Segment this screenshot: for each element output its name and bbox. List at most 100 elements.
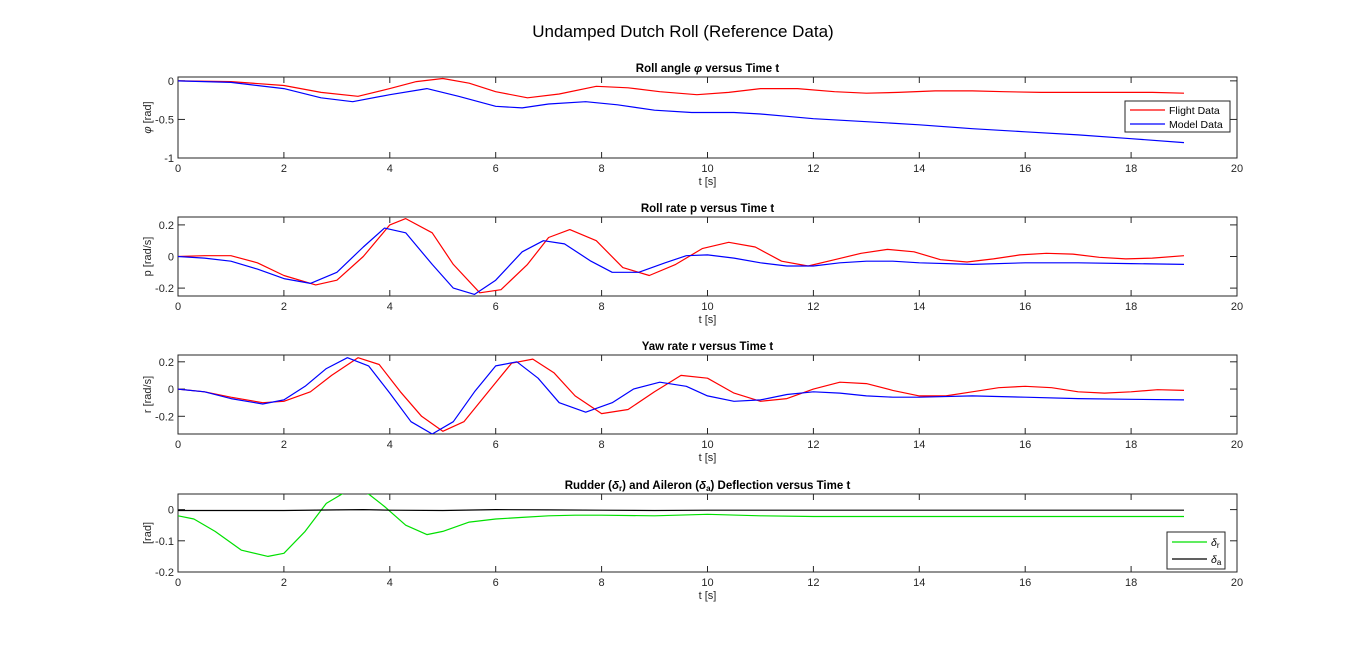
series-line-2 [178, 227, 1185, 295]
legend-entry: Flight Data [1169, 105, 1220, 117]
y-tick-label: -1 [164, 153, 174, 165]
legend-box [1124, 100, 1231, 133]
x-tick-label: 2 [281, 163, 287, 175]
x-axis-label: t [s] [699, 314, 717, 326]
subplot-title: Yaw rate r versus Time t [642, 341, 774, 353]
x-tick-label: 8 [599, 439, 605, 451]
x-tick-label: 0 [175, 163, 181, 175]
x-tick-label: 12 [807, 439, 819, 451]
x-tick-label: 12 [807, 577, 819, 589]
plot-area [177, 354, 1238, 435]
x-tick-label: 16 [1019, 163, 1031, 175]
x-tick-label: 6 [493, 301, 499, 313]
y-axis-label: p [rad/s] [142, 237, 154, 277]
legend-entry: δa [1211, 554, 1222, 567]
x-tick-label: 10 [701, 439, 713, 451]
y-axis-label: r [rad/s] [142, 376, 154, 413]
y-tick-label: -0.1 [155, 536, 174, 548]
x-tick-label: 18 [1125, 577, 1137, 589]
text-part: δ [699, 480, 707, 492]
x-tick-label: 14 [913, 439, 925, 451]
x-tick-label: 14 [913, 301, 925, 313]
x-tick-label: 10 [701, 301, 713, 313]
text-part: φ [142, 126, 154, 133]
series-line-2 [178, 80, 1185, 144]
x-tick-label: 0 [175, 439, 181, 451]
y-tick-label: -0.2 [155, 567, 174, 579]
x-tick-label: 20 [1231, 439, 1243, 451]
text-part: a [706, 484, 711, 493]
text-part: Rudder ( [565, 480, 612, 492]
y-axis-label: [rad] [142, 522, 154, 544]
x-tick-label: 20 [1231, 577, 1243, 589]
text-part: Yaw rate r versus Time t [642, 341, 774, 353]
subplot-title: Roll rate p versus Time t [641, 203, 775, 215]
x-tick-label: 14 [913, 577, 925, 589]
subplots: Roll angle φ versus Time t 0 2 4 6 8 10 12 14 16 1… [142, 63, 1243, 602]
y-tick-label: 0.2 [159, 220, 174, 232]
series-line-1 [178, 357, 1185, 432]
y-tick-label: 0 [168, 505, 174, 517]
x-tick-label: 12 [807, 163, 819, 175]
text-part: δ [1211, 537, 1217, 549]
x-tick-label: 10 [701, 163, 713, 175]
subplot-title: Roll angle φ versus Time t [636, 63, 780, 75]
x-tick-label: 8 [599, 301, 605, 313]
x-tick-label: 8 [599, 577, 605, 589]
series-line-2 [178, 357, 1185, 434]
text-part: a [1217, 558, 1222, 567]
series-line-2 [178, 509, 1184, 512]
text-part: p [rad/s] [142, 237, 154, 277]
text-part: ) and Aileron ( [622, 480, 699, 492]
subplot-title: Rudder (δr) and Aileron (δa) Deflection … [565, 480, 851, 493]
x-tick-label: 8 [599, 163, 605, 175]
legend: Flight Data Model Data [1124, 100, 1231, 133]
series-line-1 [178, 77, 1185, 99]
x-tick-label: 12 [807, 301, 819, 313]
text-part: Roll angle [636, 63, 694, 75]
x-tick-label: 16 [1019, 577, 1031, 589]
x-tick-label: 2 [281, 301, 287, 313]
x-tick-label: 20 [1231, 301, 1243, 313]
series-line-1 [178, 218, 1185, 294]
x-tick-label: 18 [1125, 301, 1137, 313]
x-axis-label: t [s] [699, 590, 717, 602]
x-tick-label: 18 [1125, 163, 1137, 175]
subplot-2: Roll rate p versus Time t 0 2 4 6 8 10 12 14 16 18… [142, 203, 1243, 326]
x-tick-label: 4 [387, 577, 393, 589]
y-tick-label: -0.2 [155, 411, 174, 423]
text-part: Roll rate p versus Time t [641, 203, 775, 215]
text-part: δ [1211, 554, 1217, 566]
text-part: [rad] [142, 522, 154, 544]
x-tick-label: 4 [387, 439, 393, 451]
text-part: r [rad/s] [142, 376, 154, 413]
x-tick-label: 18 [1125, 439, 1137, 451]
x-tick-label: 4 [387, 163, 393, 175]
plot-area [177, 76, 1238, 159]
y-tick-label: -0.2 [155, 283, 174, 295]
text-part: φ [694, 63, 702, 75]
legend-box [1166, 531, 1226, 570]
plot-area [177, 493, 1238, 573]
y-tick-label: 0 [168, 76, 174, 88]
series-line-1 [178, 494, 1184, 558]
y-axis-label: φ [rad] [142, 101, 154, 133]
x-tick-label: 16 [1019, 439, 1031, 451]
text-part: r [619, 484, 622, 493]
x-tick-label: 6 [493, 439, 499, 451]
x-tick-label: 10 [701, 577, 713, 589]
subplot-4: Rudder (δr) and Aileron (δa) Deflection … [142, 480, 1243, 602]
text-part: r [1217, 541, 1220, 550]
legend-entry: δr [1211, 537, 1220, 550]
x-tick-label: 2 [281, 439, 287, 451]
subplot-1: Roll angle φ versus Time t 0 2 4 6 8 10 12 14 16 1… [142, 63, 1243, 188]
text-part: versus Time t [702, 63, 779, 75]
y-tick-label: 0.2 [159, 357, 174, 369]
text-part: δ [612, 480, 620, 492]
x-axis-label: t [s] [699, 176, 717, 188]
x-tick-label: 6 [493, 577, 499, 589]
x-tick-label: 0 [175, 301, 181, 313]
y-tick-label: 0 [168, 384, 174, 396]
